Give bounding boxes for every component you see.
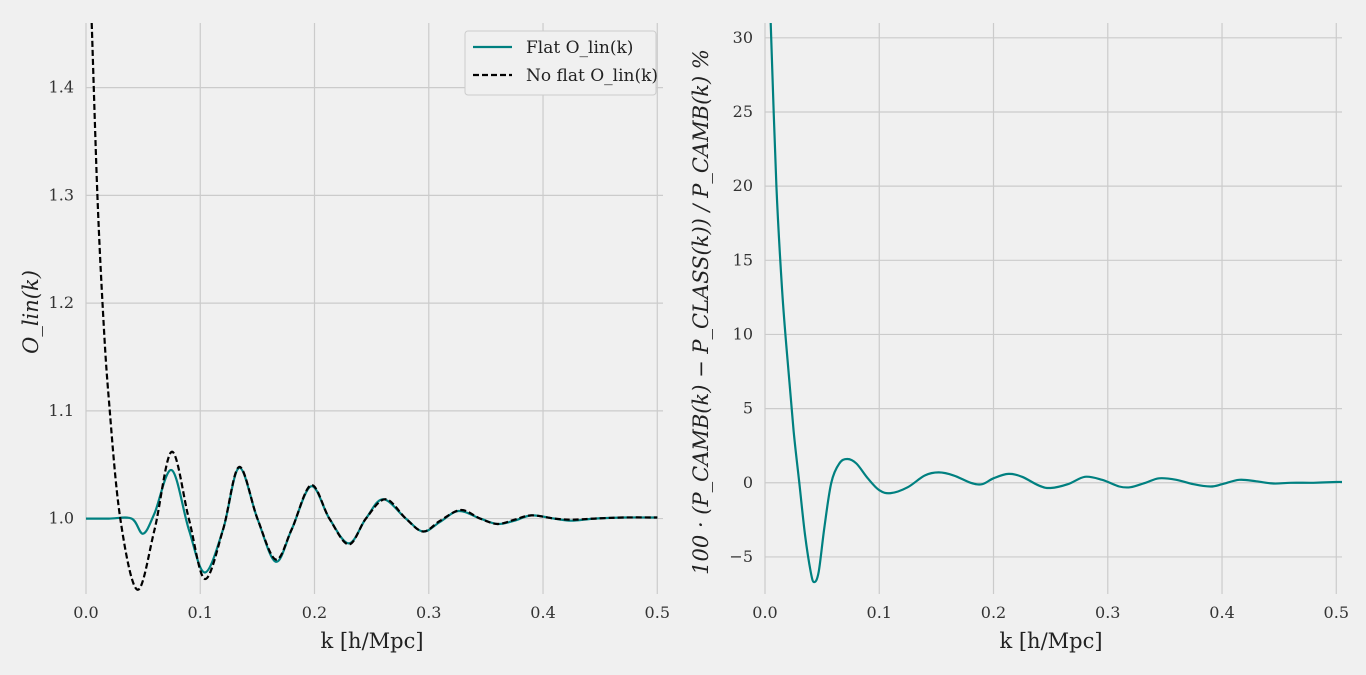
left-y-tick-label: 1.2 <box>49 293 74 312</box>
left-y-tick-label: 1.0 <box>49 509 74 528</box>
left-x-tick-label: 0.3 <box>416 603 441 622</box>
left-y-tick-label: 1.3 <box>49 185 74 204</box>
legend-label-noflat: No flat O_lin(k) <box>526 66 658 86</box>
left-series-line-noflat <box>90 23 658 591</box>
left-x-tick-label: 0.2 <box>302 603 327 622</box>
right-x-tick-label: 0.5 <box>1324 603 1349 622</box>
right-y-tick-label: 15 <box>733 250 753 269</box>
right-series-layer <box>769 23 1342 584</box>
right-x-tick-label: 0.2 <box>981 603 1006 622</box>
right-panel: 0.0 0.1 0.2 0.3 0.4 0.5 −5 0 5 10 15 20 25 30 k [h/Mp… <box>689 23 1349 653</box>
left-x-axis-label: k [h/Mpc] <box>320 629 423 653</box>
right-y-tick-label: 0 <box>743 473 753 492</box>
left-x-tick-label: 0.5 <box>645 603 670 622</box>
left-tick-labels: 0.0 0.1 0.2 0.3 0.4 0.5 1.0 1.1 1.2 1.3 1.4 <box>49 78 670 622</box>
right-y-tick-label: −5 <box>729 547 753 566</box>
right-series-line-flat <box>769 23 1342 584</box>
right-y-tick-label: 30 <box>733 28 753 47</box>
left-series-layer <box>86 23 658 591</box>
right-x-tick-label: 0.0 <box>752 603 777 622</box>
right-y-axis-label: 100 · (P_CAMB(k) − P_CLASS(k)) / P_CAMB(… <box>689 49 713 575</box>
right-x-axis-label: k [h/Mpc] <box>999 629 1102 653</box>
left-x-tick-label: 0.4 <box>530 603 555 622</box>
left-x-tick-label: 0.1 <box>188 603 213 622</box>
legend: Flat O_lin(k) No flat O_lin(k) <box>464 30 658 96</box>
legend-label-flat: Flat O_lin(k) <box>526 38 633 58</box>
right-y-tick-label: 10 <box>733 324 753 343</box>
left-y-tick-label: 1.4 <box>49 78 74 97</box>
left-y-tick-label: 1.1 <box>49 401 74 420</box>
right-x-tick-label: 0.1 <box>867 603 892 622</box>
right-x-tick-label: 0.3 <box>1095 603 1120 622</box>
right-tick-labels: 0.0 0.1 0.2 0.3 0.4 0.5 −5 0 5 10 15 20 25 30 <box>729 28 1349 622</box>
right-y-tick-label: 25 <box>733 102 753 121</box>
left-panel: 0.0 0.1 0.2 0.3 0.4 0.5 1.0 1.1 1.2 1.3 1.4 k [h/M… <box>19 23 670 653</box>
legend-box <box>464 30 657 96</box>
left-y-axis-label: O_lin(k) <box>19 270 43 354</box>
right-x-tick-label: 0.4 <box>1209 603 1234 622</box>
right-grid <box>764 23 1342 594</box>
left-x-tick-label: 0.0 <box>73 603 98 622</box>
left-grid <box>85 23 663 594</box>
right-y-tick-label: 5 <box>743 399 753 418</box>
right-y-tick-label: 20 <box>733 176 753 195</box>
